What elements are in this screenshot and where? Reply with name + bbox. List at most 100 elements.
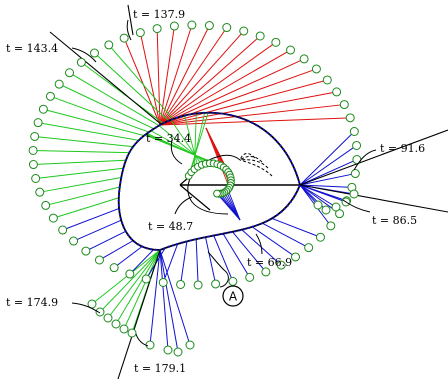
boundary-dot [238, 229, 241, 232]
boundary-dot [158, 248, 162, 252]
boundary-dot [145, 247, 148, 250]
boundary-dot [118, 208, 121, 211]
tip-circle [176, 279, 186, 289]
boundary-dot [119, 217, 122, 220]
spoke [99, 249, 161, 313]
spoke [271, 217, 321, 238]
boundary-dot [158, 123, 162, 127]
boundary-dot [118, 213, 122, 216]
tip-circle [28, 160, 38, 170]
label-t66: t = 66.9 [247, 256, 292, 269]
boundary-dot [136, 139, 140, 143]
boundary-dot [251, 121, 254, 124]
green-spokes [33, 44, 224, 334]
boundary-dot [251, 225, 255, 228]
boundary-dot [291, 163, 294, 166]
spoke [159, 117, 351, 126]
tip-circle [103, 313, 113, 323]
boundary-dot [163, 247, 166, 250]
boundary-dot [216, 111, 219, 115]
boundary-dot [126, 154, 129, 158]
inner-spoke [158, 125, 207, 165]
boundary-dot [137, 243, 140, 246]
spoke [159, 41, 277, 126]
boundary-dot [229, 231, 232, 234]
boundary-blue-dots [117, 111, 301, 252]
tip-circle [311, 64, 321, 74]
tip-circle [261, 267, 271, 277]
label-t174: t = 174.9 [6, 296, 58, 309]
arrow-t48 [174, 196, 193, 215]
inner-spoke [190, 112, 206, 173]
boundary-dot [272, 216, 275, 219]
spoke [35, 167, 124, 179]
boundary-dot [133, 240, 136, 243]
spoke [50, 95, 150, 133]
arrow-t34 [170, 139, 183, 165]
section-line-top [127, 4, 134, 36]
tip-circle [30, 131, 40, 141]
boundary-dot [128, 150, 131, 154]
boundary-dot [276, 140, 279, 144]
tip-circle [332, 87, 342, 97]
label-t143: t = 143.4 [6, 42, 58, 55]
inner-spoke [193, 113, 197, 170]
spoke [73, 219, 122, 242]
tip-circle [286, 45, 296, 55]
boundary-dot [171, 244, 175, 247]
tip-circle [48, 213, 58, 223]
arrow-marker [207, 251, 229, 288]
spoke [180, 241, 188, 285]
boundary-dot [279, 144, 282, 147]
spoke [232, 231, 267, 273]
boundary-dot [130, 146, 134, 150]
boundary-dot [124, 159, 127, 162]
dashed-spoke [239, 156, 263, 163]
boundary-dot [149, 248, 153, 251]
tip-circle [349, 189, 359, 199]
boundary-dot [247, 119, 250, 122]
boundary-dot [234, 230, 237, 233]
tip-circle [228, 276, 238, 286]
tip-circle [291, 252, 301, 262]
boundary-dot [296, 176, 299, 179]
spoke [299, 145, 357, 186]
tip-circle [185, 340, 195, 350]
boundary-dot [211, 234, 214, 237]
spoke [113, 246, 143, 269]
boundary-dot [238, 116, 241, 119]
boundary-dot [296, 189, 299, 192]
boundary-dot [189, 239, 192, 242]
tip-circle [35, 187, 45, 197]
tip-circle [315, 232, 325, 242]
boundary-dot [120, 176, 123, 179]
spoke [159, 79, 328, 126]
spoke [213, 235, 234, 282]
spoke [33, 159, 126, 166]
tip-circle [271, 37, 281, 47]
boundary-dot [193, 112, 196, 115]
tip-circle [322, 75, 332, 85]
spoke [159, 91, 337, 126]
boundary-dot [167, 119, 170, 123]
tip-circle [352, 140, 362, 150]
boundary-dot [264, 220, 267, 223]
boundary-dot [162, 121, 166, 124]
arrow-t91 [353, 149, 377, 171]
tip-circle [255, 31, 265, 41]
inner-spoke [188, 112, 209, 177]
section-line-right-upper [299, 129, 448, 186]
boundary-dot [280, 210, 283, 214]
tip-circle [245, 272, 255, 282]
boundary-dot [287, 155, 290, 158]
label-t48: t = 48.7 [148, 220, 193, 233]
spoke [123, 37, 161, 126]
section-line-lower-left [117, 249, 161, 379]
tip-circle [299, 54, 309, 64]
section-line-upper-left [49, 31, 163, 126]
hub-line-lower [179, 184, 211, 211]
spoke [159, 24, 193, 126]
tip-circle [58, 225, 68, 235]
spoke [94, 52, 169, 122]
tip-circle [239, 26, 249, 36]
